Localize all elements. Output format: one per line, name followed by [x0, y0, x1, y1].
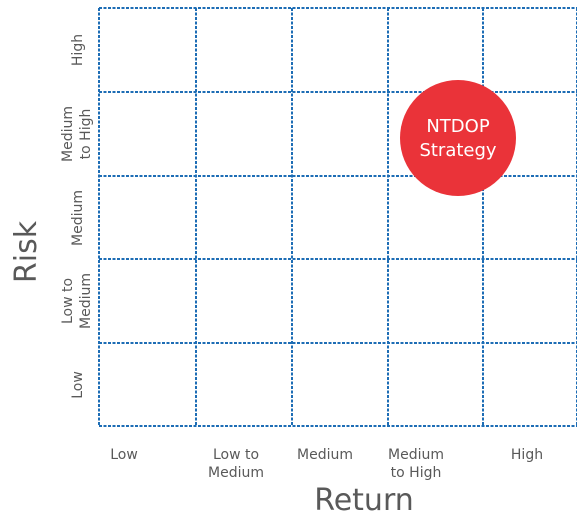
- risk-tick-label: Low to Medium: [60, 273, 94, 329]
- return-tick-label: Medium to High: [388, 447, 444, 481]
- risk-axis-labels: High Medium to High Medium Low to Medium Low: [60, 34, 94, 399]
- risk-tick-label: Medium: [70, 190, 86, 246]
- return-axis-labels: Low Low to Medium Medium Medium to High High: [110, 447, 543, 481]
- strategy-bubble: NTDOP Strategy: [400, 80, 516, 196]
- risk-tick-label: Medium to High: [60, 106, 94, 162]
- return-axis-title: Return: [314, 483, 414, 518]
- risk-axis-title: Risk: [9, 220, 44, 283]
- return-tick-label: Low to Medium: [208, 447, 264, 481]
- risk-tick-label: Low: [70, 371, 86, 399]
- strategy-bubble-label: NTDOP Strategy: [419, 116, 496, 161]
- return-tick-label: Medium: [297, 447, 353, 463]
- risk-tick-label: High: [70, 34, 86, 66]
- strategy-bubble-circle: [400, 80, 516, 196]
- matrix-grid: [98, 7, 577, 427]
- return-tick-label: Low: [110, 447, 138, 463]
- return-tick-label: High: [511, 447, 543, 463]
